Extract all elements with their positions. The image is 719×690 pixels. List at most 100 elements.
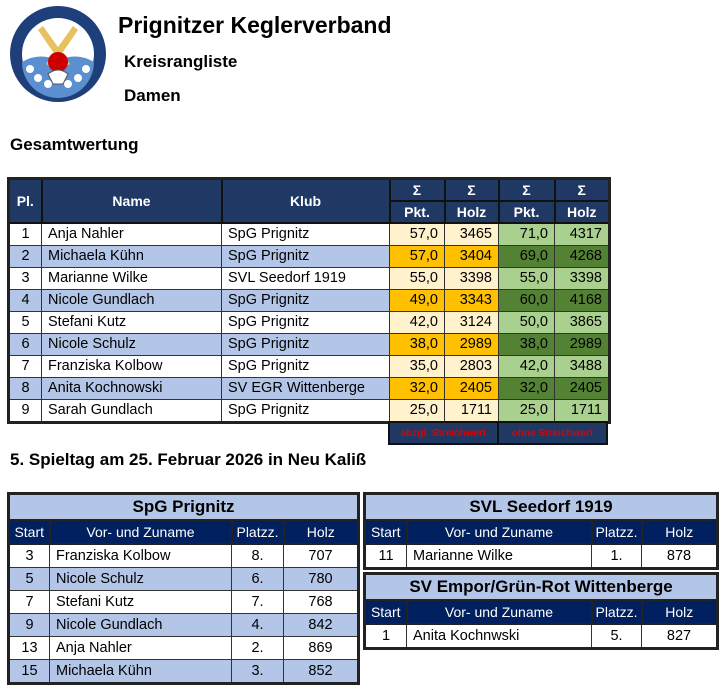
table-row: 8 Anita Kochnowski SV EGR Wittenberge 32,0 2… (8, 376, 610, 400)
place-cell: 2. (231, 636, 284, 660)
team-table: SpG Prignitz Start Vor- und Zuname Platzz. H… (7, 492, 360, 685)
player-name-cell: Franziska Kolbow (49, 543, 232, 568)
club-cell: SpG Prignitz (221, 244, 390, 268)
place-cell: 8 (8, 376, 42, 400)
pins-net-cell: 1711 (444, 398, 499, 423)
col-place: Platzz. (590, 519, 643, 545)
points-net-cell: 57,0 (389, 222, 445, 246)
table-row: 1 Anita Kochnwski 5. 827 (364, 623, 718, 649)
pins-cell: 852 (283, 659, 359, 684)
table-row: 1 Anja Nahler SpG Prignitz 57,0 3465 71,0 4317 (8, 222, 610, 246)
table-row: 3 Marianne Wilke SVL Seedorf 1919 55,0 3398 5… (8, 266, 610, 290)
footer-net-label: abzgl. Streichwert (388, 421, 499, 445)
col-points-net: Pkt. (388, 199, 446, 224)
place-cell: 6 (8, 332, 42, 356)
start-cell: 13 (8, 636, 50, 660)
pins-cell: 780 (283, 567, 359, 591)
overall-heading: Gesamtwertung (10, 135, 139, 154)
col-points-gross: Pkt. (497, 199, 556, 224)
table-row: 11 Marianne Wilke 1. 878 (364, 543, 718, 569)
start-cell: 11 (364, 543, 407, 569)
pins-gross-cell: 3488 (554, 354, 610, 378)
place-cell: 5 (8, 310, 42, 334)
points-net-cell: 57,0 (389, 244, 445, 268)
col-name: Name (40, 177, 223, 224)
pins-gross-cell: 3865 (554, 310, 610, 334)
pins-gross-cell: 1711 (554, 398, 610, 423)
pins-cell: 878 (641, 543, 718, 569)
table-row: 5 Nicole Schulz 6. 780 (8, 567, 359, 591)
start-cell: 7 (8, 590, 50, 614)
player-name-cell: Michaela Kühn (49, 659, 232, 684)
points-gross-cell: 71,0 (498, 222, 555, 246)
player-name-cell: Stefani Kutz (49, 590, 232, 614)
table-row: 3 Franziska Kolbow 8. 707 (8, 543, 359, 568)
points-gross-cell: 42,0 (498, 354, 555, 378)
points-gross-cell: 55,0 (498, 266, 555, 290)
col-pins: Holz (282, 519, 360, 545)
name-cell: Nicole Schulz (41, 332, 222, 356)
pins-gross-cell: 3398 (554, 266, 610, 290)
sigma: Σ (388, 177, 446, 202)
place-cell: 5. (591, 623, 642, 649)
start-cell: 3 (8, 543, 50, 568)
table-row: 9 Nicole Gundlach 4. 842 (8, 613, 359, 637)
club-cell: SpG Prignitz (221, 332, 390, 356)
pins-gross-cell: 4317 (554, 222, 610, 246)
name-cell: Stefani Kutz (41, 310, 222, 334)
pins-net-cell: 3398 (444, 266, 499, 290)
pins-cell: 869 (283, 636, 359, 660)
place-cell: 7. (231, 590, 284, 614)
points-net-cell: 25,0 (389, 398, 445, 423)
table-row: 7 Stefani Kutz 7. 768 (8, 590, 359, 614)
overall-footer: abzgl. Streichwert ohne Streichwert (388, 421, 608, 445)
pins-net-cell: 3404 (444, 244, 499, 268)
sigma: Σ (443, 177, 500, 202)
col-player-name: Vor- und Zuname (48, 519, 233, 545)
col-pins: Holz (640, 599, 719, 625)
pins-cell: 842 (283, 613, 359, 637)
page-subtitle: Kreisrangliste (124, 52, 238, 71)
logo (8, 4, 108, 106)
col-club: Klub (220, 177, 391, 224)
points-gross-cell: 38,0 (498, 332, 555, 356)
club-cell: SpG Prignitz (221, 288, 390, 312)
name-cell: Sarah Gundlach (41, 398, 222, 423)
points-gross-cell: 50,0 (498, 310, 555, 334)
name-cell: Franziska Kolbow (41, 354, 222, 378)
pins-net-cell: 3343 (444, 288, 499, 312)
start-cell: 15 (8, 659, 50, 684)
matchday-heading: 5. Spieltag am 25. Februar 2026 in Neu K… (10, 450, 367, 469)
start-cell: 1 (364, 623, 407, 649)
points-gross-cell: 69,0 (498, 244, 555, 268)
pins-gross-cell: 4268 (554, 244, 610, 268)
pins-gross-cell: 4168 (554, 288, 610, 312)
club-cell: SpG Prignitz (221, 398, 390, 423)
name-cell: Anita Kochnowski (41, 376, 222, 400)
team-name: SVL Seedorf 1919 (363, 492, 719, 521)
points-gross-cell: 32,0 (498, 376, 555, 400)
col-player-name: Vor- und Zuname (405, 599, 593, 625)
table-row: 9 Sarah Gundlach SpG Prignitz 25,0 1711 25,0 1… (8, 398, 610, 423)
pins-net-cell: 3124 (444, 310, 499, 334)
place-cell: 4. (231, 613, 284, 637)
col-place: Pl. (7, 177, 43, 224)
col-pins-gross: Holz (553, 199, 611, 224)
table-row: 5 Stefani Kutz SpG Prignitz 42,0 3124 50,0 386… (8, 310, 610, 334)
team-table: SVL Seedorf 1919 Start Vor- und Zuname Plat… (363, 492, 719, 570)
category-label: Damen (124, 86, 181, 105)
place-cell: 2 (8, 244, 42, 268)
club-cell: SVL Seedorf 1919 (221, 266, 390, 290)
start-cell: 5 (8, 567, 50, 591)
col-place: Platzz. (590, 599, 643, 625)
name-cell: Anja Nahler (41, 222, 222, 246)
club-cell: SpG Prignitz (221, 310, 390, 334)
pins-gross-cell: 2405 (554, 376, 610, 400)
pins-net-cell: 3465 (444, 222, 499, 246)
table-row: 13 Anja Nahler 2. 869 (8, 636, 359, 660)
col-pins: Holz (640, 519, 719, 545)
table-row: 2 Michaela Kühn SpG Prignitz 57,0 3404 69,0 42… (8, 244, 610, 268)
place-cell: 7 (8, 354, 42, 378)
place-cell: 3 (8, 266, 42, 290)
pins-net-cell: 2405 (444, 376, 499, 400)
